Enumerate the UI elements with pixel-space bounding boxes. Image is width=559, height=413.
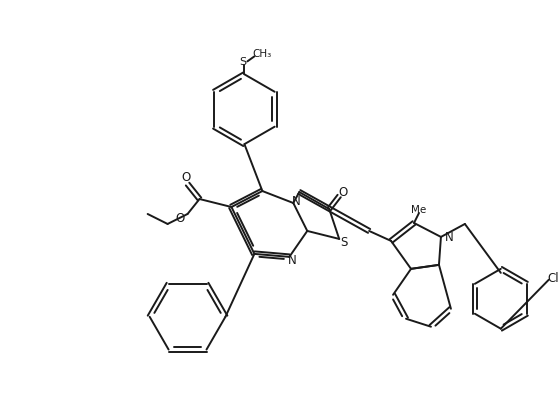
Text: Cl: Cl <box>548 272 559 285</box>
Text: N: N <box>444 231 453 244</box>
Text: CH₃: CH₃ <box>253 49 272 59</box>
Text: S: S <box>239 57 246 67</box>
Text: S: S <box>340 236 348 249</box>
Text: O: O <box>339 185 348 198</box>
Text: N: N <box>292 194 301 207</box>
Text: O: O <box>175 212 184 225</box>
Text: N: N <box>288 254 297 267</box>
Text: Me: Me <box>411 204 427 214</box>
Text: O: O <box>181 170 190 183</box>
